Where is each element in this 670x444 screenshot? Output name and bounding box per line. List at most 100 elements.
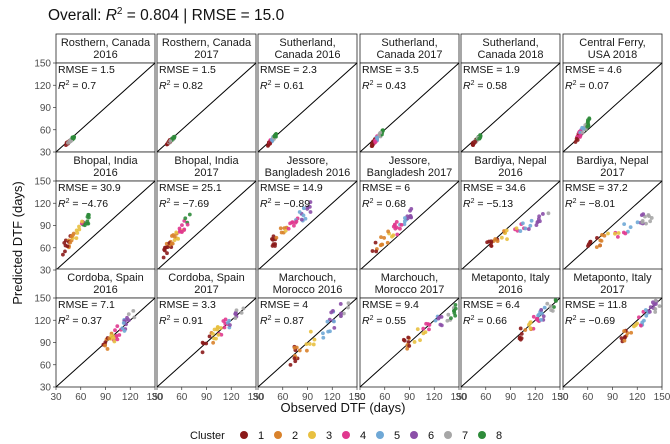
data-point: [339, 311, 343, 316]
data-point: [307, 342, 312, 346]
data-point: [505, 237, 509, 242]
panel-rmse: RMSE = 2.3: [260, 64, 317, 76]
data-point: [421, 331, 426, 336]
data-point: [270, 244, 275, 248]
data-point: [112, 339, 117, 344]
reference-line: [562, 180, 663, 271]
data-point: [635, 321, 639, 326]
data-point: [270, 237, 275, 242]
y-tick-label: 150: [34, 177, 51, 188]
panel-year-label: 2017: [194, 167, 218, 179]
data-point: [415, 327, 420, 332]
data-point: [288, 362, 293, 367]
data-point: [573, 140, 578, 144]
data-point: [103, 343, 107, 348]
data-point: [523, 328, 528, 332]
reference-line: [257, 180, 358, 271]
y-tick-label: 120: [34, 81, 51, 92]
y-tick-label: 90: [40, 338, 52, 349]
data-point: [312, 337, 317, 342]
data-point: [622, 329, 627, 333]
facet-panel: Sutherland,Canada 2018 RMSE = 1.9 R2 = 0.5…: [460, 33, 561, 153]
data-point: [641, 212, 646, 216]
panel-strip: [460, 151, 561, 182]
x-tick-label: 30: [50, 392, 62, 403]
data-point: [185, 222, 190, 227]
data-point: [74, 236, 79, 241]
panel-rmse: RMSE = 6: [362, 182, 410, 194]
data-point: [628, 225, 633, 230]
data-point: [615, 235, 620, 239]
data-point: [581, 126, 586, 131]
panel-r2: R2 = −7.69: [159, 198, 209, 210]
legend-key: [478, 431, 486, 439]
data-point: [401, 337, 406, 342]
y-tick-label: 60: [40, 125, 52, 136]
x-tick-label: 30: [151, 392, 163, 403]
data-point: [86, 221, 91, 226]
panel-strip: [156, 268, 257, 299]
data-point: [657, 304, 662, 308]
panel-r2: R2 = 0.61: [260, 80, 304, 92]
data-point: [115, 337, 120, 342]
data-point: [412, 340, 417, 344]
facet-panel: Marchouch,Morocco 2017 RMSE = 9.4 R2 = 0.5…: [354, 268, 468, 403]
panel-year-label: Canada 2017: [376, 49, 442, 61]
data-point: [86, 215, 91, 220]
data-point: [292, 356, 297, 361]
data-point: [172, 238, 177, 243]
data-point: [346, 305, 350, 310]
panel-site-label: Rosthern, Canada: [162, 37, 252, 49]
data-point: [341, 311, 346, 316]
data-point: [68, 240, 73, 245]
data-point: [405, 346, 410, 351]
data-point: [402, 219, 407, 224]
data-point: [370, 141, 374, 146]
data-point: [489, 239, 494, 244]
panel-rmse: RMSE = 9.4: [362, 299, 419, 311]
x-tick-label: 150: [147, 392, 164, 403]
panel-rmse: RMSE = 3.3: [159, 299, 216, 311]
data-point: [433, 318, 438, 323]
y-tick-label: 30: [40, 383, 52, 394]
data-point: [552, 305, 556, 309]
data-point: [644, 221, 648, 226]
data-point: [539, 307, 544, 312]
data-point: [514, 226, 519, 231]
data-point: [172, 135, 177, 140]
data-point: [375, 136, 380, 141]
data-point: [395, 232, 400, 237]
panel-strip: [359, 33, 460, 64]
data-point: [528, 223, 533, 228]
y-tick-label: 90: [40, 103, 52, 114]
data-point: [204, 341, 209, 346]
data-point: [301, 206, 306, 211]
legend-key: [410, 431, 418, 439]
panel-r2: R2 = 0.87: [260, 315, 304, 327]
data-point: [131, 308, 136, 313]
x-tick-label: 150: [248, 392, 265, 403]
data-point: [653, 310, 658, 314]
data-point: [211, 340, 216, 345]
panel-r2: R2 = −0.89: [260, 198, 310, 210]
data-point: [321, 335, 326, 340]
data-point: [71, 136, 75, 140]
data-point: [623, 231, 628, 236]
panel-strip: [55, 268, 156, 299]
panel-rmse: RMSE = 30.9: [58, 182, 121, 194]
panel-site-label: Rosthern, Canada: [61, 37, 151, 49]
panel-rmse: RMSE = 6.4: [463, 299, 520, 311]
panel-r2: R2 = 0.82: [159, 80, 203, 92]
data-point: [168, 139, 173, 144]
data-point: [606, 231, 610, 236]
legend-key: [342, 431, 350, 439]
data-point: [427, 327, 431, 332]
data-point: [338, 302, 343, 306]
panel-rmse: RMSE = 14.9: [260, 182, 323, 194]
reference-line: [460, 180, 561, 271]
data-point: [215, 325, 220, 329]
